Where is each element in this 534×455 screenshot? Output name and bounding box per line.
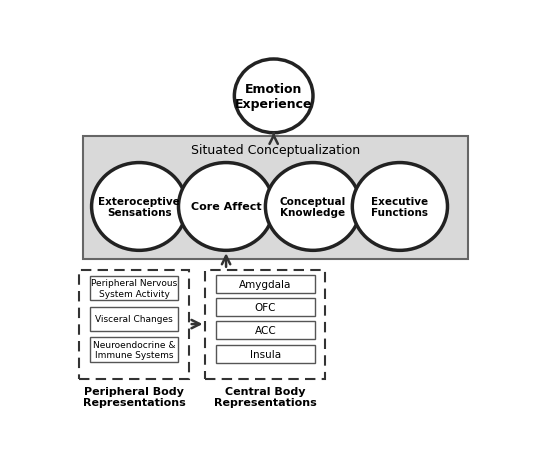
Text: Executive
Functions: Executive Functions: [371, 196, 428, 218]
Text: Insula: Insula: [250, 349, 281, 359]
FancyBboxPatch shape: [216, 322, 315, 340]
FancyBboxPatch shape: [90, 276, 178, 301]
Text: OFC: OFC: [255, 303, 276, 313]
FancyBboxPatch shape: [79, 270, 189, 379]
FancyBboxPatch shape: [83, 137, 468, 259]
Text: Central Body
Representations: Central Body Representations: [214, 386, 317, 407]
Ellipse shape: [234, 60, 313, 133]
Text: Conceptual
Knowledge: Conceptual Knowledge: [280, 196, 346, 218]
Text: Emotion
Experience: Emotion Experience: [235, 83, 312, 111]
FancyBboxPatch shape: [216, 345, 315, 363]
Ellipse shape: [265, 163, 360, 251]
Text: ACC: ACC: [255, 326, 276, 336]
FancyBboxPatch shape: [90, 307, 178, 331]
FancyBboxPatch shape: [206, 270, 325, 379]
Ellipse shape: [92, 163, 187, 251]
Text: Peripheral Nervous
System Activity: Peripheral Nervous System Activity: [91, 279, 177, 298]
FancyBboxPatch shape: [216, 275, 315, 293]
Text: Peripheral Body
Representations: Peripheral Body Representations: [83, 386, 185, 407]
Text: Situated Conceptualization: Situated Conceptualization: [191, 144, 360, 157]
Text: Amygdala: Amygdala: [239, 279, 292, 289]
Text: Exteroceptive
Sensations: Exteroceptive Sensations: [98, 196, 180, 218]
Text: Core Affect: Core Affect: [191, 202, 262, 212]
FancyBboxPatch shape: [90, 338, 178, 362]
Ellipse shape: [178, 163, 274, 251]
FancyBboxPatch shape: [216, 298, 315, 317]
Text: Visceral Changes: Visceral Changes: [95, 314, 173, 324]
Text: Neuroendocrine &
Immune Systems: Neuroendocrine & Immune Systems: [93, 340, 175, 359]
Ellipse shape: [352, 163, 447, 251]
